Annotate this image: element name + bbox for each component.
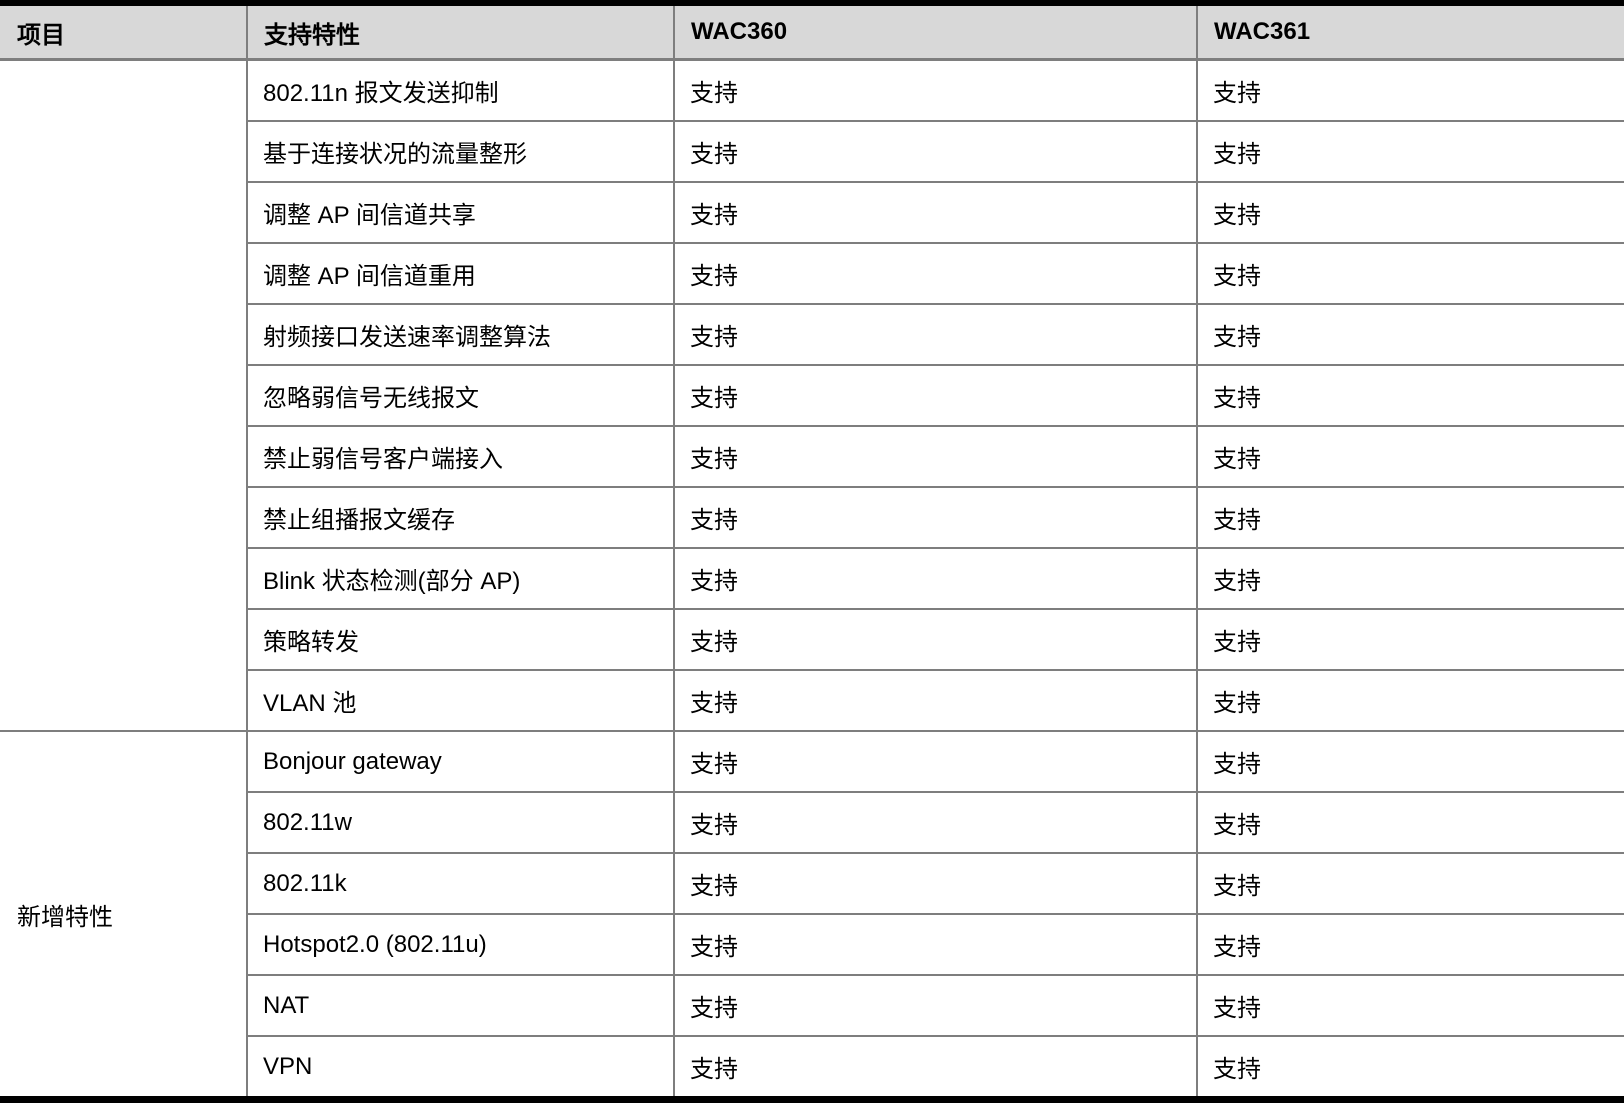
wac361-cell: 支持 bbox=[1196, 974, 1624, 1036]
feature-cell: Blink 状态检测(部分 AP) bbox=[246, 547, 674, 609]
table-row: Hotspot2.0 (802.11u) 支持 支持 bbox=[0, 913, 1624, 975]
table-row: 基于连接状况的流量整形 支持 支持 bbox=[0, 120, 1624, 182]
table-row: 禁止弱信号客户端接入 支持 支持 bbox=[0, 425, 1624, 487]
feature-cell: 基于连接状况的流量整形 bbox=[246, 120, 674, 182]
wac361-cell: 支持 bbox=[1196, 58, 1624, 121]
table-row: 射频接口发送速率调整算法 支持 支持 bbox=[0, 303, 1624, 365]
wac360-cell: 支持 bbox=[673, 608, 1197, 670]
wac361-cell: 支持 bbox=[1196, 120, 1624, 182]
feature-cell: 802.11k bbox=[246, 852, 674, 914]
feature-cell: VLAN 池 bbox=[246, 669, 674, 731]
item-cell: 新增特性 bbox=[0, 730, 247, 1100]
feature-cell: VPN bbox=[246, 1035, 674, 1100]
wac361-cell: 支持 bbox=[1196, 547, 1624, 609]
feature-cell: NAT bbox=[246, 974, 674, 1036]
wac360-cell: 支持 bbox=[673, 486, 1197, 548]
wac361-cell: 支持 bbox=[1196, 913, 1624, 975]
wac361-cell: 支持 bbox=[1196, 303, 1624, 365]
table-row: 调整 AP 间信道重用 支持 支持 bbox=[0, 242, 1624, 304]
table-row: 802.11n 报文发送抑制 支持 支持 bbox=[0, 58, 1624, 731]
wac360-cell: 支持 bbox=[673, 303, 1197, 365]
wac360-cell: 支持 bbox=[673, 730, 1197, 792]
table-row: Blink 状态检测(部分 AP) 支持 支持 bbox=[0, 547, 1624, 609]
wac360-cell: 支持 bbox=[673, 242, 1197, 304]
wac361-cell: 支持 bbox=[1196, 425, 1624, 487]
wac361-cell: 支持 bbox=[1196, 608, 1624, 670]
feature-cell: 禁止弱信号客户端接入 bbox=[246, 425, 674, 487]
col-header-wac361: WAC361 bbox=[1196, 3, 1624, 61]
table-row: 调整 AP 间信道共享 支持 支持 bbox=[0, 181, 1624, 243]
table-row: VPN 支持 支持 bbox=[0, 1035, 1624, 1100]
wac360-cell: 支持 bbox=[673, 181, 1197, 243]
wac360-cell: 支持 bbox=[673, 547, 1197, 609]
feature-cell: 调整 AP 间信道共享 bbox=[246, 181, 674, 243]
feature-cell: Bonjour gateway bbox=[246, 730, 674, 792]
col-header-item: 项目 bbox=[0, 3, 247, 61]
wac360-cell: 支持 bbox=[673, 1035, 1197, 1100]
col-header-feature: 支持特性 bbox=[246, 3, 674, 61]
feature-cell: 射频接口发送速率调整算法 bbox=[246, 303, 674, 365]
wac360-cell: 支持 bbox=[673, 120, 1197, 182]
col-header-wac360: WAC360 bbox=[673, 3, 1197, 61]
wac360-cell: 支持 bbox=[673, 669, 1197, 731]
table-row: VLAN 池 支持 支持 bbox=[0, 669, 1624, 731]
table-row: 新增特性 Bonjour gateway 支持 支持 bbox=[0, 730, 1624, 1100]
feature-cell: 802.11n 报文发送抑制 bbox=[246, 58, 674, 121]
table-row: 802.11w 支持 支持 bbox=[0, 791, 1624, 853]
feature-cell: 802.11w bbox=[246, 791, 674, 853]
wac361-cell: 支持 bbox=[1196, 364, 1624, 426]
feature-cell: 调整 AP 间信道重用 bbox=[246, 242, 674, 304]
table-row: 忽略弱信号无线报文 支持 支持 bbox=[0, 364, 1624, 426]
table-row: 策略转发 支持 支持 bbox=[0, 608, 1624, 670]
wac361-cell: 支持 bbox=[1196, 791, 1624, 853]
wac360-cell: 支持 bbox=[673, 852, 1197, 914]
wac360-cell: 支持 bbox=[673, 364, 1197, 426]
feature-cell: 策略转发 bbox=[246, 608, 674, 670]
feature-cell: 忽略弱信号无线报文 bbox=[246, 364, 674, 426]
feature-cell: 禁止组播报文缓存 bbox=[246, 486, 674, 548]
wac360-cell: 支持 bbox=[673, 974, 1197, 1036]
item-cell bbox=[0, 58, 247, 731]
wac360-cell: 支持 bbox=[673, 58, 1197, 121]
wac361-cell: 支持 bbox=[1196, 852, 1624, 914]
wac360-cell: 支持 bbox=[673, 791, 1197, 853]
wac360-cell: 支持 bbox=[673, 913, 1197, 975]
feature-cell: Hotspot2.0 (802.11u) bbox=[246, 913, 674, 975]
wac361-cell: 支持 bbox=[1196, 181, 1624, 243]
wac361-cell: 支持 bbox=[1196, 242, 1624, 304]
wac360-cell: 支持 bbox=[673, 425, 1197, 487]
table-row: 禁止组播报文缓存 支持 支持 bbox=[0, 486, 1624, 548]
wac361-cell: 支持 bbox=[1196, 486, 1624, 548]
wac361-cell: 支持 bbox=[1196, 730, 1624, 792]
wac361-cell: 支持 bbox=[1196, 1035, 1624, 1100]
header-row: 项目 支持特性 WAC360 WAC361 bbox=[0, 3, 1624, 61]
wac361-cell: 支持 bbox=[1196, 669, 1624, 731]
table-row: NAT 支持 支持 bbox=[0, 974, 1624, 1036]
table-row: 802.11k 支持 支持 bbox=[0, 852, 1624, 914]
